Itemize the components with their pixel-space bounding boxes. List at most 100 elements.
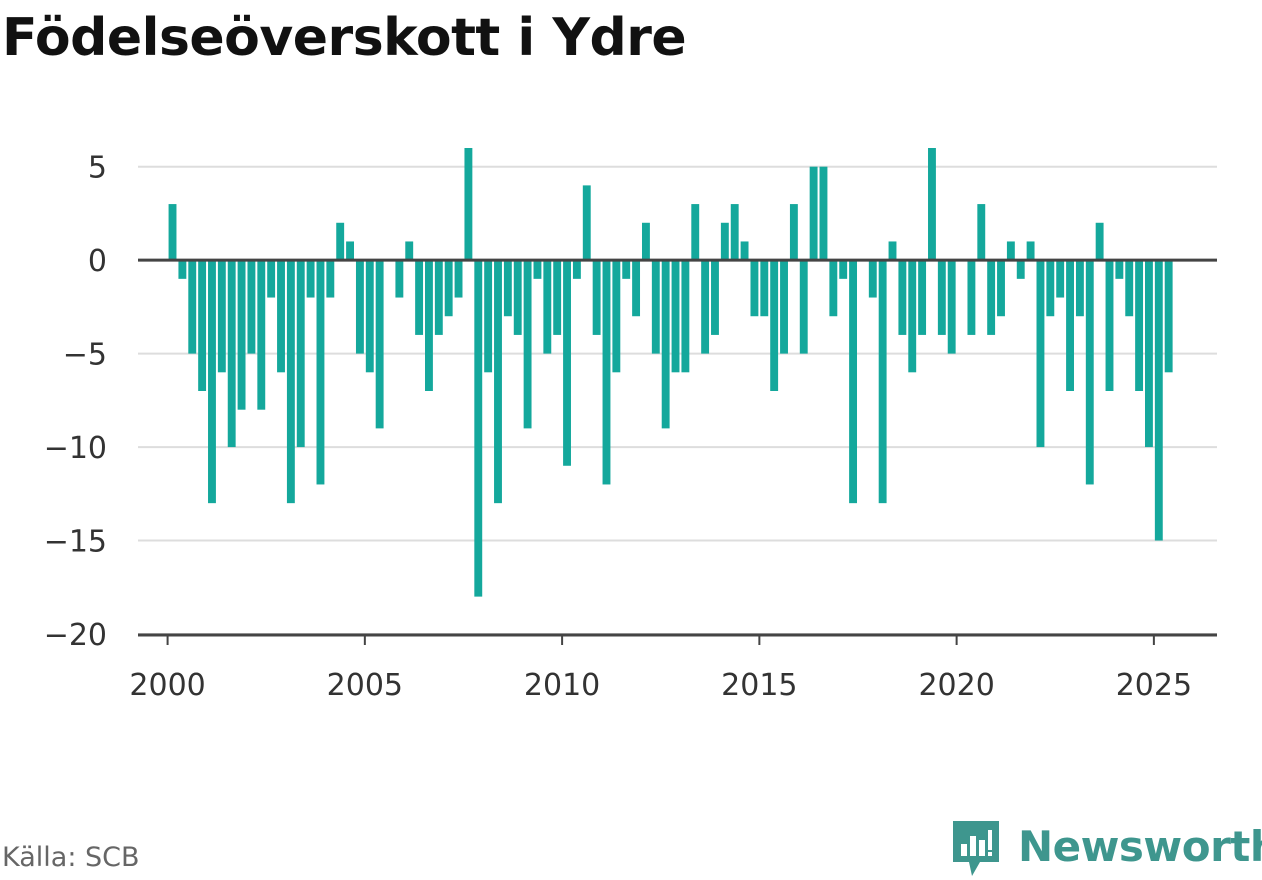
bar (434, 260, 443, 335)
bar (503, 260, 512, 317)
bar (1105, 260, 1114, 391)
bar (454, 260, 463, 298)
bar (612, 260, 621, 373)
bar (316, 260, 325, 485)
bar (474, 260, 483, 597)
bar (849, 260, 858, 504)
bar (1095, 222, 1104, 261)
bar (760, 260, 769, 317)
bar (217, 260, 226, 373)
newsworthy-logo-icon (953, 821, 999, 876)
chart-title: Födelseöverskott i Ydre (2, 8, 687, 68)
bar (937, 260, 946, 335)
bar (444, 260, 453, 317)
bar (1066, 260, 1074, 391)
bar (1075, 260, 1084, 317)
bar (671, 260, 680, 373)
bar (701, 260, 710, 354)
bar (592, 260, 601, 335)
x-tick-label: 2010 (524, 668, 600, 703)
x-tick-label: 2020 (918, 668, 994, 703)
bar (326, 260, 335, 298)
bar (898, 260, 907, 335)
bar (1056, 260, 1065, 298)
x-tick-label: 2025 (1116, 668, 1192, 703)
y-tick-label: 5 (88, 151, 107, 186)
bar (809, 166, 818, 261)
x-tick-label: 2005 (327, 668, 403, 703)
bar (178, 260, 187, 279)
bar (711, 260, 719, 335)
bar (257, 260, 266, 410)
bar (977, 204, 986, 261)
bar (1115, 260, 1124, 279)
bar (247, 260, 256, 354)
bar (987, 260, 996, 335)
bar (543, 260, 552, 354)
y-axis-ticks: 5 0 −5 −10 −15 −20 (44, 151, 107, 653)
bar (375, 260, 384, 429)
brand-logo: Newsworthy (950, 818, 1262, 880)
bar (789, 204, 798, 261)
bar (1085, 260, 1094, 485)
bar (336, 222, 345, 261)
bar (1006, 241, 1015, 261)
bar (651, 260, 660, 354)
bar (395, 260, 404, 298)
bar (405, 241, 414, 261)
bar (484, 260, 493, 373)
bar (286, 260, 295, 504)
bar (918, 260, 927, 335)
brand-name: Newsworthy (1018, 822, 1262, 871)
bar (819, 166, 828, 261)
bar (1135, 260, 1144, 391)
bar (878, 260, 887, 504)
bar (928, 148, 936, 261)
bar (720, 222, 729, 261)
y-tick-label: −10 (44, 431, 107, 466)
y-tick-label: −5 (63, 338, 107, 373)
bar (563, 260, 571, 466)
bar (355, 260, 364, 354)
bar (602, 260, 611, 485)
bar (661, 260, 670, 429)
bar-chart: 5 0 −5 −10 −15 −20 2000 2005 2010 2015 2020 2025 (44, 148, 1217, 703)
bar (780, 260, 788, 354)
bar (908, 260, 917, 373)
bar (1125, 260, 1134, 317)
bar (513, 260, 522, 335)
bar (523, 260, 532, 429)
y-tick-label: −15 (44, 525, 107, 560)
bar (188, 260, 197, 354)
bar (750, 260, 759, 317)
bar (1026, 241, 1035, 261)
bar (227, 260, 236, 448)
bar (425, 260, 433, 391)
bar (553, 260, 562, 335)
bars (168, 148, 1173, 597)
bar (1145, 260, 1153, 448)
bar (346, 241, 354, 261)
bar (277, 260, 285, 373)
y-tick-label: −20 (44, 618, 107, 653)
bar (1016, 260, 1025, 279)
bar (691, 204, 700, 261)
bar (296, 260, 305, 448)
bar (839, 260, 848, 279)
bar (306, 260, 315, 298)
bar (208, 260, 216, 504)
bar (464, 148, 473, 261)
bar (829, 260, 838, 317)
bar (730, 204, 739, 261)
bar (198, 260, 207, 391)
bar (641, 222, 650, 261)
bar (533, 260, 542, 279)
bar (237, 260, 246, 410)
y-tick-label: 0 (88, 244, 107, 279)
bar (681, 260, 690, 373)
bar (799, 260, 808, 354)
bar (1154, 260, 1163, 541)
bar (997, 260, 1005, 317)
bar (168, 204, 177, 261)
x-tick-label: 2000 (129, 668, 205, 703)
